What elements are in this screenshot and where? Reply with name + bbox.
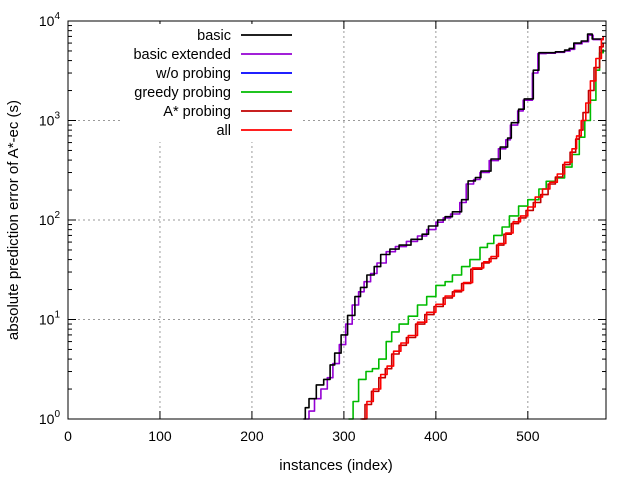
tick-marks xyxy=(67,20,606,420)
x-tick-labels: 0 100 200 300 400 500 xyxy=(64,428,540,444)
series-line-5 xyxy=(362,36,604,420)
y-axis-label: absolute prediction error of A*-ec (s) xyxy=(5,100,22,340)
legend-background xyxy=(120,24,300,142)
x-tick-label: 300 xyxy=(332,428,356,444)
x-tick-label: 0 xyxy=(64,428,72,444)
legend: basic basic extended w/o probing greedy pro… xyxy=(120,24,300,142)
y-tick-label: 103 xyxy=(39,111,61,129)
x-tick-label: 100 xyxy=(148,428,172,444)
x-tick-label: 500 xyxy=(516,428,540,444)
series-line-4 xyxy=(360,43,604,420)
series-line-0 xyxy=(303,33,604,420)
y-tick-labels: 100 101 102 103 104 xyxy=(39,11,61,427)
legend-label: greedy probing xyxy=(134,85,231,101)
x-tick-label: 200 xyxy=(240,428,264,444)
legend-label: basic extended xyxy=(133,47,231,63)
y-tick-label: 100 xyxy=(39,409,61,427)
y-tick-label: 101 xyxy=(39,310,61,328)
legend-label: all xyxy=(216,123,231,139)
legend-label: A* probing xyxy=(163,104,231,120)
x-tick-label: 400 xyxy=(424,428,448,444)
legend-label: w/o probing xyxy=(155,66,231,82)
series-line-1 xyxy=(305,34,604,420)
y-tick-label: 102 xyxy=(39,210,61,228)
series-lines xyxy=(303,33,604,420)
series-line-3 xyxy=(348,49,604,420)
legend-label: basic xyxy=(197,28,231,44)
x-axis-label: instances (index) xyxy=(279,457,392,474)
y-tick-label: 104 xyxy=(39,11,61,29)
